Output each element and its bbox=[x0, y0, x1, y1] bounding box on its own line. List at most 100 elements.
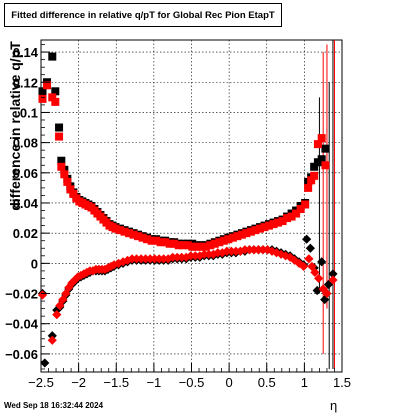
x-tick-label: −2 bbox=[71, 375, 86, 390]
y-tick-label: 0 bbox=[31, 256, 38, 271]
data-point-square bbox=[170, 239, 179, 248]
data-point-diamond bbox=[217, 248, 227, 258]
data-point-square bbox=[219, 236, 228, 245]
x-tick-label: −1.5 bbox=[103, 375, 129, 390]
data-point-square bbox=[134, 232, 143, 241]
data-point-diamond bbox=[307, 261, 317, 271]
y-tick-labels: −0.06 −0.04 −0.02 0 0.02 0.04 0.06 0.08 0.1 0.12 0… bbox=[5, 45, 39, 362]
x-tick-label: −2.5 bbox=[28, 375, 54, 390]
data-point-diamond bbox=[70, 275, 80, 285]
x-tick-labels: −2.5 −2 −1.5 −1 −0.5 0 0.5 1 1.5 bbox=[28, 375, 351, 390]
data-point-diamond bbox=[276, 249, 286, 259]
y-tick-label: 0.02 bbox=[13, 226, 38, 241]
data-point-diamond bbox=[58, 294, 68, 305]
data-point-diamond bbox=[310, 267, 320, 277]
data-point-square bbox=[237, 230, 246, 239]
data-point-square bbox=[161, 238, 170, 247]
data-point-square bbox=[188, 242, 197, 251]
x-tick-label: 1.5 bbox=[333, 375, 351, 390]
data-point-square bbox=[38, 94, 47, 103]
data-point-square bbox=[317, 155, 326, 164]
data-point-square bbox=[129, 230, 138, 239]
data-point-square bbox=[307, 176, 316, 185]
data-point-square bbox=[251, 226, 260, 235]
data-point-diamond bbox=[328, 275, 338, 285]
data-point-diamond bbox=[61, 288, 71, 299]
data-point-square bbox=[111, 224, 120, 233]
data-point-square bbox=[152, 236, 161, 245]
data-point-square bbox=[260, 223, 269, 232]
data-point-diamond bbox=[304, 254, 314, 264]
data-point-square bbox=[201, 242, 210, 251]
data-point-square bbox=[143, 235, 152, 244]
data-point-square bbox=[317, 134, 326, 143]
data-point-square bbox=[283, 214, 292, 223]
y-tick-label: −0.06 bbox=[5, 347, 38, 362]
y-tick-label: 0.08 bbox=[13, 136, 38, 151]
y-tick-label: −0.02 bbox=[5, 287, 38, 302]
data-point-diamond bbox=[47, 335, 57, 345]
data-point-diamond bbox=[55, 301, 65, 311]
data-point-square bbox=[269, 220, 278, 229]
data-point-diamond bbox=[328, 269, 338, 279]
data-point-square bbox=[265, 221, 274, 230]
data-point-square bbox=[321, 161, 330, 170]
data-point-square bbox=[233, 232, 242, 241]
data-point-square bbox=[48, 52, 57, 61]
data-point-square bbox=[165, 239, 174, 248]
data-point-square bbox=[215, 238, 224, 247]
data-point-square bbox=[51, 87, 60, 96]
x-axis-label: η bbox=[330, 398, 338, 413]
data-markers bbox=[37, 52, 338, 368]
data-point-diamond bbox=[289, 255, 300, 265]
data-point-square bbox=[206, 241, 215, 250]
data-point-square bbox=[179, 241, 188, 250]
data-point-diamond bbox=[317, 257, 327, 267]
y-tick-label: 0.04 bbox=[13, 196, 39, 211]
data-point-diamond bbox=[302, 234, 312, 244]
data-point-diamond bbox=[305, 243, 315, 253]
y-axis-label: difference in relative q/pT bbox=[7, 41, 23, 211]
data-point-square bbox=[51, 97, 60, 106]
x-tick-label: −1 bbox=[146, 375, 161, 390]
y-tick-label: 0.1 bbox=[20, 105, 38, 120]
data-point-square bbox=[55, 132, 64, 141]
timestamp: Wed Sep 18 16:32:44 2024 bbox=[4, 401, 104, 410]
data-point-square bbox=[246, 227, 255, 236]
data-point-square bbox=[321, 144, 330, 153]
data-point-square bbox=[310, 171, 319, 180]
data-point-square bbox=[296, 205, 305, 214]
data-point-square bbox=[224, 235, 233, 244]
axis-ticks bbox=[40, 44, 343, 372]
data-point-square bbox=[48, 93, 57, 102]
grid-lines bbox=[41, 40, 342, 372]
data-point-square bbox=[301, 200, 310, 209]
chart-title: Fitted difference in relative q/pT for G… bbox=[11, 10, 275, 21]
data-point-square bbox=[156, 238, 165, 247]
data-point-square bbox=[120, 227, 129, 236]
data-point-square bbox=[57, 156, 66, 165]
data-point-square bbox=[310, 162, 319, 171]
data-point-square bbox=[138, 233, 147, 242]
data-point-diamond bbox=[267, 246, 277, 256]
data-point-square bbox=[38, 87, 47, 96]
data-point-square bbox=[304, 183, 313, 192]
data-point-diamond bbox=[299, 261, 309, 271]
data-point-square bbox=[147, 236, 156, 245]
data-point-diamond bbox=[323, 279, 334, 290]
data-point-diamond bbox=[271, 248, 282, 258]
y-tick-label: 0.14 bbox=[13, 45, 39, 60]
data-point-diamond bbox=[40, 358, 50, 368]
data-point-square bbox=[43, 81, 52, 90]
data-point-square bbox=[292, 209, 301, 218]
data-point-square bbox=[313, 140, 322, 149]
data-point-square bbox=[255, 224, 264, 233]
data-point-diamond bbox=[52, 310, 62, 320]
chart-title-box: Fitted difference in relative q/pT for G… bbox=[4, 3, 282, 27]
data-point-square bbox=[228, 233, 237, 242]
data-point-diamond bbox=[322, 288, 332, 299]
data-point-square bbox=[197, 242, 206, 251]
data-point-square bbox=[183, 241, 192, 250]
data-point-square bbox=[69, 189, 78, 198]
